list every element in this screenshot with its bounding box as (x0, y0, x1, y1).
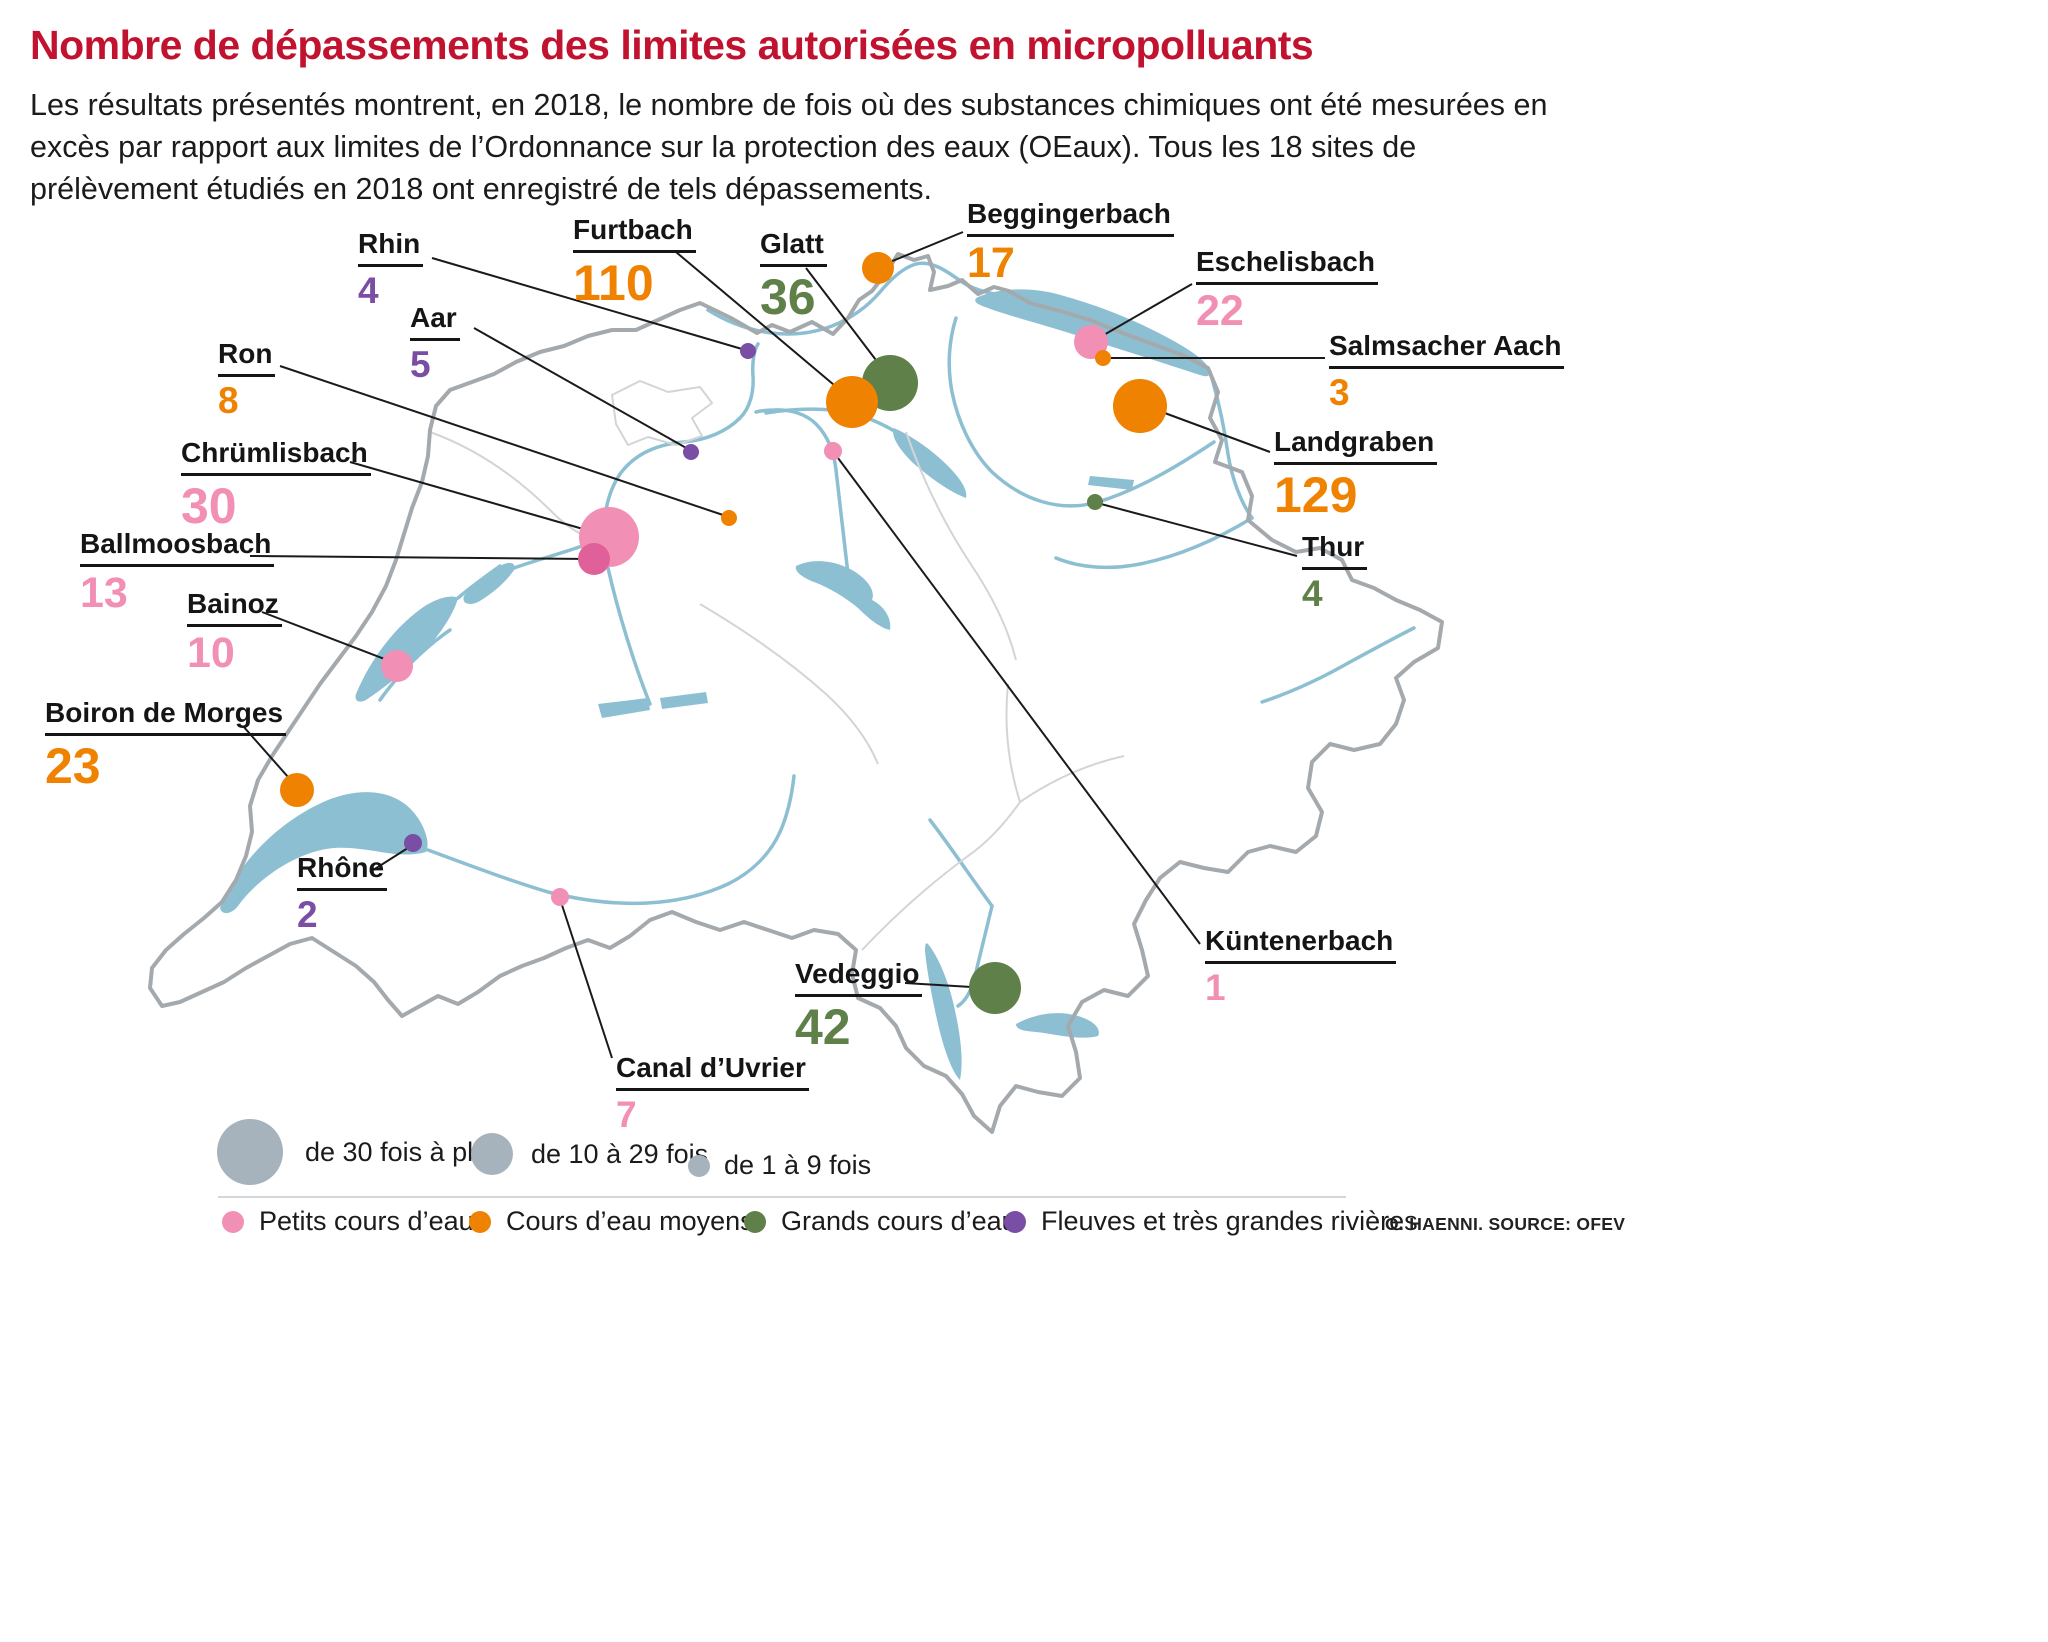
canton-border-east (905, 431, 1017, 661)
site-dot-boiron-de-morges (280, 773, 314, 807)
lake-thun (598, 698, 650, 718)
size-medium-circle-icon (471, 1133, 513, 1175)
leader-line-bainoz (261, 611, 396, 664)
category-legend-item-rivers: Fleuves et très grandes rivières (1004, 1206, 1418, 1237)
site-dot-furtbach (826, 376, 878, 428)
canton-border-west (429, 431, 607, 543)
river-dot-icon (1004, 1210, 1026, 1233)
intro-text: Les résultats présentés montrent, en 201… (30, 88, 1548, 206)
site-dot-thur (1087, 494, 1103, 510)
leader-line-canal-d-uvrier (560, 901, 613, 1059)
category-legend-label-medium-streams: Cours d’eau moyens (506, 1206, 754, 1236)
medium-stream-dot-icon (469, 1210, 491, 1233)
river-ticino-upper (928, 818, 994, 908)
category-legend-label-rivers: Fleuves et très grandes rivières (1041, 1206, 1418, 1236)
lakes-layer (220, 289, 1211, 1080)
site-dots-layer (280, 252, 1167, 1014)
credit: O. HAENNI. SOURCE: OFEV (1385, 1214, 1626, 1234)
lake-lucerne (795, 561, 891, 630)
page-title: Nombre de dépassements des limites autor… (30, 22, 1314, 68)
leader-line-aar (473, 327, 689, 450)
size-large-circle-icon (217, 1119, 283, 1185)
size-small-circle-icon (688, 1154, 710, 1177)
site-dot-aar (683, 444, 699, 460)
river-reuss (754, 408, 850, 576)
leader-line-ballmoosbach (249, 555, 591, 560)
category-legend-label-large-streams: Grands cours d’eau (781, 1206, 1017, 1236)
leader-line-thur (1100, 503, 1298, 557)
large-stream-dot-icon (744, 1210, 766, 1233)
leader-line-landgraben (1161, 411, 1271, 453)
leader-line-rhin (431, 257, 743, 350)
site-dot-kuntenerbach (824, 442, 842, 460)
size-legend-item-small: de 1 à 9 fois (688, 1150, 871, 1181)
leader-lines-layer (242, 231, 1325, 1059)
lake-geneva (220, 792, 428, 914)
leader-line-beggingerbach (889, 231, 964, 263)
lake-walensee (1088, 476, 1134, 490)
small-stream-dot-icon (222, 1210, 244, 1233)
site-dot-rhin (740, 343, 756, 359)
leader-line-kuntenerbach (834, 453, 1201, 945)
lake-neuchatel (355, 596, 458, 702)
canton-border-grisons (861, 683, 1125, 951)
canton-borders-layer (429, 380, 1125, 951)
site-dot-eschelisbach (1074, 325, 1108, 359)
site-dot-canal-d-uvrier (551, 888, 569, 906)
leader-line-chrumlisbach (349, 461, 605, 536)
river-rhone (426, 774, 796, 906)
site-dot-ron (721, 510, 737, 526)
lake-lugano (1016, 1013, 1099, 1038)
river-broye (378, 628, 452, 702)
site-dot-vedeggio (969, 962, 1021, 1014)
river-aare (602, 342, 760, 706)
size-legend-label-medium: de 10 à 29 fois (531, 1138, 709, 1169)
site-dot-bainoz (381, 650, 413, 682)
lake-maggiore (925, 943, 962, 1080)
size-legend-item-large: de 30 fois à plus (217, 1119, 502, 1185)
size-legend-item-medium: de 10 à 29 fois (471, 1133, 708, 1175)
size-legend-label-large: de 30 fois à plus (305, 1136, 502, 1167)
site-dot-rhone (404, 834, 422, 852)
site-dot-beggingerbach (862, 252, 894, 284)
leader-line-eschelisbach (1101, 283, 1193, 337)
legend-divider (218, 1196, 1346, 1198)
leader-line-rhone (369, 845, 412, 873)
category-legend-label-small-streams: Petits cours d’eau (259, 1206, 474, 1236)
canton-border-central (699, 603, 879, 765)
site-dot-ballmoosbach (578, 543, 610, 575)
category-legend-item-small-streams: Petits cours d’eau (222, 1206, 474, 1237)
canton-border-jura-pocket (611, 380, 713, 446)
lake-zurich (893, 428, 967, 498)
river-vorderrhein (1054, 516, 1254, 570)
size-legend-label-small: de 1 à 9 fois (724, 1150, 872, 1180)
country-border (148, 252, 1444, 1134)
category-legend-item-large-streams: Grands cours d’eau (744, 1206, 1017, 1237)
leader-line-furtbach (675, 251, 841, 391)
river-inn (1260, 626, 1416, 704)
site-dot-landgraben (1113, 379, 1167, 433)
leader-line-glatt (805, 267, 883, 369)
lake-brienz (660, 692, 708, 709)
category-legend-item-medium-streams: Cours d’eau moyens (469, 1206, 754, 1237)
river-thur (947, 316, 1216, 508)
lake-biel (463, 562, 515, 604)
leader-line-ron (279, 365, 727, 517)
site-dot-salmsacher-aach (1095, 350, 1111, 366)
